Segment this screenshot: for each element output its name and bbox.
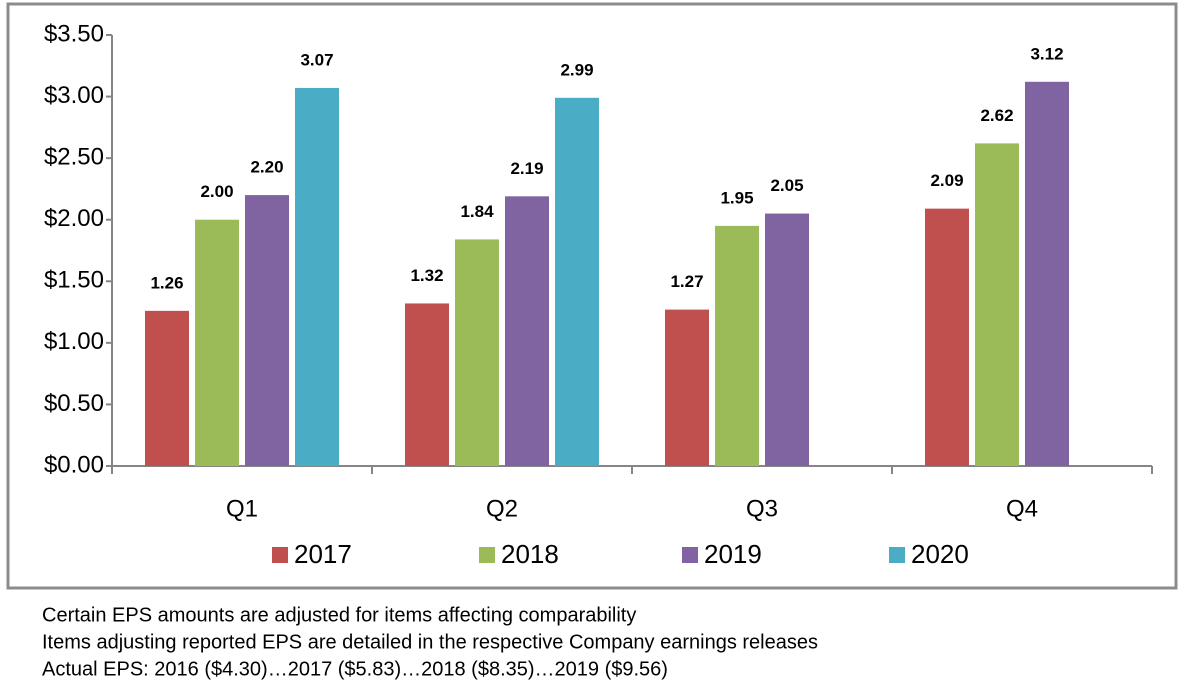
y-tick-label: $1.50 <box>44 267 104 294</box>
bar <box>715 225 759 466</box>
bar <box>405 303 449 466</box>
x-tick-label: Q4 <box>1006 495 1038 522</box>
bar <box>765 213 809 466</box>
value-label: 2.19 <box>510 159 543 178</box>
legend-label: 2017 <box>294 539 352 569</box>
value-label: 1.32 <box>410 266 443 285</box>
bar <box>195 219 239 466</box>
bar <box>1025 81 1069 467</box>
y-tick-label: $0.50 <box>44 390 104 417</box>
footnote: Actual EPS: 2016 ($4.30)…2017 ($5.83)…20… <box>42 658 668 680</box>
bar <box>295 87 339 467</box>
y-tick-label: $3.50 <box>44 20 104 47</box>
value-label: 2.09 <box>930 171 963 190</box>
y-tick-label: $1.00 <box>44 328 104 355</box>
legend-swatch <box>479 547 495 563</box>
bar <box>245 195 289 467</box>
x-tick-label: Q2 <box>486 495 518 522</box>
legend-swatch <box>889 547 905 563</box>
bar <box>975 143 1019 466</box>
y-tick-label: $0.00 <box>44 451 104 478</box>
value-label: 1.84 <box>460 202 494 221</box>
y-tick-label: $3.00 <box>44 82 104 109</box>
bar <box>925 208 969 467</box>
value-label: 2.20 <box>250 158 283 177</box>
bar <box>145 310 189 466</box>
bar <box>555 97 599 466</box>
bar <box>505 196 549 466</box>
bar <box>455 239 499 466</box>
value-label: 1.27 <box>670 272 703 291</box>
legend-label: 2019 <box>704 539 762 569</box>
legend-label: 2020 <box>911 539 969 569</box>
value-label: 1.26 <box>150 273 183 292</box>
value-label: 3.07 <box>300 50 333 69</box>
footnote: Items adjusting reported EPS are detaile… <box>42 631 818 653</box>
footnote: Certain EPS amounts are adjusted for ite… <box>42 604 636 626</box>
value-label: 2.05 <box>770 176 803 195</box>
value-label: 2.99 <box>560 60 593 79</box>
y-tick-label: $2.50 <box>44 143 104 170</box>
y-tick-label: $2.00 <box>44 205 104 232</box>
value-label: 3.12 <box>1030 44 1063 63</box>
legend-label: 2018 <box>501 539 559 569</box>
value-label: 2.00 <box>200 182 233 201</box>
legend-swatch <box>682 547 698 563</box>
value-label: 1.95 <box>720 188 753 207</box>
x-tick-label: Q3 <box>746 495 778 522</box>
value-label: 2.62 <box>980 106 1013 125</box>
bar <box>665 309 709 466</box>
legend-swatch <box>272 547 288 563</box>
x-tick-label: Q1 <box>226 495 258 522</box>
